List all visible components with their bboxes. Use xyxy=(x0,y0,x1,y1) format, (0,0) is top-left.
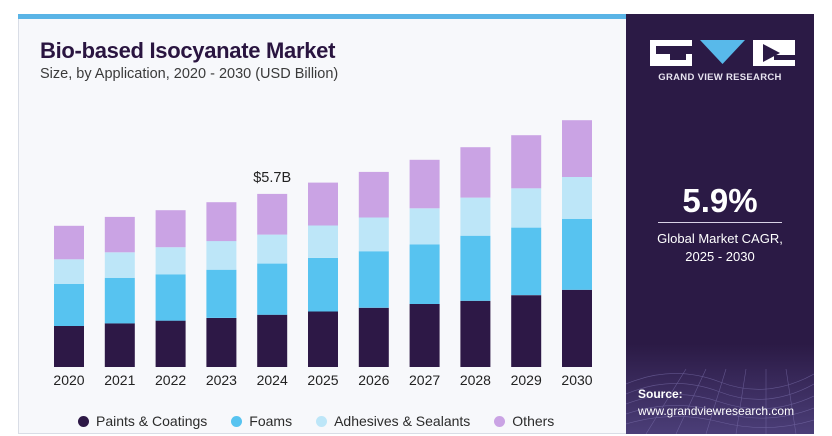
bar-2023-series-2 xyxy=(206,241,237,270)
bar-2025-series-3 xyxy=(308,182,338,226)
chart-subtitle: Size, by Application, 2020 - 2030 (USD B… xyxy=(40,66,339,82)
bar-2024-series-0 xyxy=(257,314,288,367)
legend-swatch xyxy=(231,415,243,427)
bar-2030-series-0 xyxy=(562,289,592,367)
legend-swatch xyxy=(316,415,328,427)
cagr-label: Global Market CAGR, 2025 - 2030 xyxy=(626,230,814,266)
bar-2021-series-0 xyxy=(104,323,135,367)
legend-label: Foams xyxy=(249,413,293,429)
bar-2023-series-3 xyxy=(206,202,237,242)
bar-2027-series-3 xyxy=(409,159,440,209)
bar-2021-series-1 xyxy=(104,277,135,324)
chart-legend: Paints & Coatings Foams Adhesives & Sealan… xyxy=(78,411,554,431)
bar-2030-series-1 xyxy=(562,218,592,290)
bar-2030-series-3 xyxy=(562,120,592,177)
bar-2022-series-3 xyxy=(155,210,186,248)
bar-2025-series-0 xyxy=(308,311,338,367)
x-tick-label: 2026 xyxy=(358,372,389,388)
legend-label: Paints & Coatings xyxy=(96,413,208,429)
bar-2028-series-0 xyxy=(460,300,491,367)
bar-2024-series-1 xyxy=(257,263,288,315)
bar-2028-series-1 xyxy=(460,235,491,301)
wave-decoration xyxy=(626,344,814,434)
legend-item-2: Adhesives & Sealants xyxy=(316,413,470,429)
bar-2026-series-3 xyxy=(358,171,389,218)
bar-2026-series-0 xyxy=(358,307,389,367)
bar-2029-series-1 xyxy=(511,227,542,296)
x-tick-label: 2030 xyxy=(561,372,592,388)
chart-panel: Bio-based Isocyanate Market Size, by App… xyxy=(18,19,626,434)
accent-bar xyxy=(18,14,626,19)
cagr-label-line2: 2025 - 2030 xyxy=(685,249,755,264)
stacked-bar-chart: 2020 2021 2022 2023 2024 $5.7B 2025 2026 2027 202… xyxy=(53,120,593,388)
bar-2023-series-1 xyxy=(206,269,237,318)
bar-2022-series-1 xyxy=(155,274,186,321)
grand-view-research-logo xyxy=(650,40,795,66)
legend-label: Others xyxy=(512,413,555,429)
cagr-value: 5.9% xyxy=(682,182,758,219)
summary-sidebar: GRAND VIEW RESEARCH 5.9% Global Market C… xyxy=(626,14,814,434)
bar-2029-series-2 xyxy=(511,188,542,228)
legend-swatch xyxy=(78,415,89,427)
x-tick-label: 2028 xyxy=(460,372,491,388)
brand-name: GRAND VIEW RESEARCH xyxy=(658,72,782,83)
x-tick-label: 2020 xyxy=(53,372,84,388)
bar-2028-series-2 xyxy=(460,197,491,236)
bar-2022-series-2 xyxy=(155,247,186,275)
bar-2020-series-3 xyxy=(54,225,84,260)
bar-2029-series-3 xyxy=(511,135,542,189)
data-label-2024: $5.7B xyxy=(253,170,291,186)
legend-label: Adhesives & Sealants xyxy=(334,413,471,429)
bar-2025-series-2 xyxy=(308,225,338,258)
bar-2020-series-1 xyxy=(54,283,84,326)
bar-2022-series-0 xyxy=(155,320,186,367)
x-tick-label: 2024 xyxy=(257,372,288,388)
bar-2029-series-0 xyxy=(511,295,542,367)
source-label: Source: xyxy=(638,387,683,401)
x-tick-label: 2029 xyxy=(511,372,542,388)
x-tick-label: 2023 xyxy=(206,372,237,388)
bar-2021-series-3 xyxy=(104,216,135,253)
chart-title: Bio-based Isocyanate Market xyxy=(40,38,336,63)
bar-2023-series-0 xyxy=(206,318,237,367)
bar-2020-series-0 xyxy=(54,326,84,367)
bar-2026-series-1 xyxy=(358,251,389,308)
x-tick-label: 2027 xyxy=(409,372,440,388)
x-tick-label: 2025 xyxy=(307,372,338,388)
source-url[interactable]: www.grandviewresearch.com xyxy=(638,404,795,418)
bar-2030-series-2 xyxy=(562,177,592,219)
bar-2024-series-3 xyxy=(257,193,288,235)
bar-2027-series-2 xyxy=(409,208,440,245)
bar-2028-series-3 xyxy=(460,147,491,198)
bar-2024-series-2 xyxy=(257,234,288,264)
bar-2025-series-1 xyxy=(308,257,338,312)
x-tick-label: 2021 xyxy=(104,372,135,388)
bar-2026-series-2 xyxy=(358,217,389,252)
legend-swatch xyxy=(494,415,506,427)
legend-item-1: Foams xyxy=(231,413,292,429)
x-tick-label: 2022 xyxy=(155,372,186,388)
legend-item-0: Paints & Coatings xyxy=(78,413,207,429)
bar-2027-series-0 xyxy=(409,304,440,367)
cagr-divider xyxy=(658,222,782,223)
legend-item-3: Others xyxy=(494,413,554,429)
cagr-label-line1: Global Market CAGR, xyxy=(657,231,783,246)
bar-2021-series-2 xyxy=(104,252,135,278)
bar-2020-series-2 xyxy=(54,259,84,284)
bar-2027-series-1 xyxy=(409,244,440,304)
